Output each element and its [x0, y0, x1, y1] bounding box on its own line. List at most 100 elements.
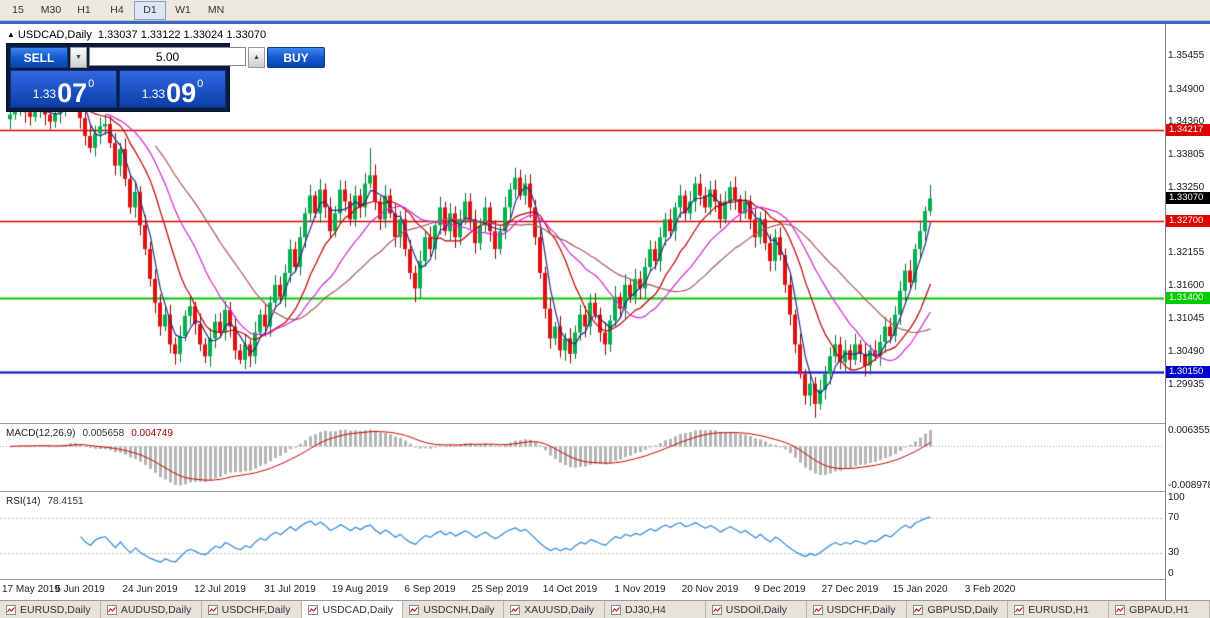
chart-thumbnail-icon [207, 604, 218, 615]
volume-increase-button[interactable]: ▲ [248, 47, 265, 68]
sell-price-pips: 07 [57, 78, 88, 109]
chart-thumbnail-icon [610, 604, 621, 615]
chart-tab-label: GBPAUD,H1 [1129, 603, 1190, 616]
date-axis-label: 6 Sep 2019 [404, 584, 456, 595]
chart-tab-gbpaud-h1[interactable]: GBPAUD,H1 [1109, 601, 1210, 618]
macd-axis-label: 0.006355 [1168, 425, 1210, 436]
chart-tab-label: USDCNH,Daily [423, 603, 495, 616]
chart-tab-eurusd-daily[interactable]: EURUSD,Daily [0, 601, 101, 618]
rsi-value: 78.4151 [47, 496, 84, 507]
rsi-axis-label: 100 [1168, 492, 1185, 503]
symbol-label: USDCAD,Daily [17, 29, 92, 41]
date-axis-label: 25 Sep 2019 [471, 584, 529, 595]
chart-thumbnail-icon [812, 604, 823, 615]
chart-tab-usdoil-daily[interactable]: USDOil,Daily [705, 601, 807, 618]
timeframe-button-m30[interactable]: M30 [40, 3, 62, 16]
hline-price-badge[interactable]: 1.32700 [1166, 214, 1210, 227]
rsi-name: RSI(14) [6, 496, 41, 507]
buy-price-pips: 09 [166, 78, 197, 109]
macd-name: MACD(12,26,9) [6, 428, 76, 439]
date-axis-label: 24 Jun 2019 [122, 584, 178, 595]
pane-resize-handle[interactable] [0, 423, 1210, 424]
volume-decrease-button[interactable]: ▼ [70, 47, 87, 68]
chevron-down-icon: ▼ [75, 54, 82, 61]
date-axis-label: 27 Dec 2019 [821, 584, 879, 595]
date-axis-label: 5 Jun 2019 [55, 584, 105, 595]
timeframe-toolbar: 15 M30 H1 H4 D1 W1 MN [0, 0, 1210, 21]
macd-main-value: 0.005658 [82, 428, 125, 439]
date-axis-label: 1 Nov 2019 [614, 584, 666, 595]
price-axis-label: 1.29935 [1168, 379, 1205, 391]
chart-tab-label: GBPUSD,Daily [927, 603, 999, 616]
timeframe-button-h1[interactable]: H1 [77, 3, 91, 16]
macd-indicator-label: MACD(12,26,9) 0.005658 0.004749 [6, 428, 173, 439]
rsi-axis-label: 70 [1168, 512, 1180, 524]
timeframe-button-w1[interactable]: W1 [175, 3, 191, 16]
chart-tab-usdchf-daily[interactable]: USDCHF,Daily [806, 601, 908, 618]
sell-button[interactable]: SELL [10, 47, 68, 68]
hline-price-badge[interactable]: 1.34217 [1166, 124, 1210, 137]
chart-thumbnail-icon [6, 604, 16, 615]
chart-tab-usdcad-daily[interactable]: USDCAD,Daily [302, 601, 404, 618]
timeframe-button-mn[interactable]: MN [207, 3, 225, 16]
chart-window: ▲ USDCAD,Daily 1.33037 1.33122 1.33024 1.3… [0, 21, 1210, 600]
rsi-axis-label: 30 [1168, 546, 1180, 558]
rsi-indicator-label: RSI(14) 78.4151 [6, 496, 84, 507]
chart-tab-label: EURUSD,H1 [1028, 603, 1089, 616]
chart-tab-label: USDCAD,Daily [322, 603, 394, 616]
current-price-badge: 1.33070 [1166, 192, 1210, 205]
timeframe-button-15[interactable]: 15 [12, 3, 24, 16]
date-axis-label: 12 Jul 2019 [194, 584, 246, 595]
rsi-axis-label: 0 [1168, 568, 1174, 579]
chart-tab-label: EURUSD,Daily [20, 603, 91, 616]
date-axis-label: 9 Dec 2019 [754, 584, 806, 595]
chart-tab-usdcnh-daily[interactable]: USDCNH,Daily [403, 601, 505, 618]
date-axis-label: 19 Aug 2019 [331, 584, 389, 595]
timeframe-button-h4[interactable]: H4 [110, 3, 124, 16]
price-axis-label: 1.33805 [1168, 148, 1205, 160]
price-axis[interactable]: 1.35455 1.34900 1.34360 1.33805 1.33250 1.327… [1165, 21, 1210, 600]
volume-input[interactable] [89, 47, 246, 66]
date-axis-label: 17 May 2019 [2, 584, 60, 595]
date-axis-label: 15 Jan 2020 [892, 584, 948, 595]
price-axis-label: 1.35455 [1168, 50, 1205, 62]
rsi-pane-canvas[interactable] [0, 492, 1164, 579]
chart-tab-dj30-h4[interactable]: DJ30,H4 [604, 601, 706, 618]
chart-thumbnail-icon [106, 604, 117, 615]
chart-thumbnail-icon [1115, 604, 1126, 615]
chevron-up-icon: ▲ [253, 54, 260, 61]
chart-tab-audusd-daily[interactable]: AUDUSD,Daily [100, 601, 202, 618]
date-axis-label: 31 Jul 2019 [264, 584, 316, 595]
chart-tab-xauusd-daily[interactable]: XAUUSD,Daily [504, 601, 605, 618]
chart-thumbnail-icon [711, 604, 722, 615]
price-axis-label: 1.30490 [1168, 346, 1205, 358]
chart-window-accent [0, 21, 1210, 24]
chart-tab-label: USDCHF,Daily [826, 603, 896, 616]
date-axis-label: 3 Feb 2020 [964, 584, 1016, 595]
macd-pane-canvas[interactable] [0, 424, 1164, 491]
sell-price-prefix: 1.33 [32, 87, 57, 101]
time-axis[interactable]: 17 May 2019 5 Jun 2019 24 Jun 2019 12 Jul 2… [0, 580, 1164, 600]
hline-price-badge[interactable]: 1.31400 [1166, 291, 1210, 304]
date-axis-label: 14 Oct 2019 [542, 584, 598, 595]
price-axis-label: 1.32155 [1168, 246, 1205, 258]
buy-price-display[interactable]: 1.33 09 0 [119, 70, 226, 108]
price-axis-label: 1.31600 [1168, 280, 1205, 292]
chart-tab-gbpusd-daily[interactable]: GBPUSD,Daily [907, 601, 1009, 618]
chart-tab-label: XAUUSD,Daily [524, 603, 595, 616]
chart-thumbnail-icon [510, 604, 521, 615]
chart-thumbnail-icon [913, 604, 924, 615]
timeframe-button-d1[interactable]: D1 [134, 0, 166, 20]
macd-axis-label: -0.008978 [1168, 480, 1210, 491]
price-axis-label: 1.34360 [1168, 115, 1205, 127]
price-axis-label: 1.31045 [1168, 313, 1205, 325]
pane-resize-handle[interactable] [0, 579, 1210, 580]
chart-thumbnail-icon [1014, 604, 1025, 615]
pane-resize-handle[interactable] [0, 491, 1210, 492]
chart-tab-label: DJ30,H4 [624, 603, 666, 616]
chart-tab-eurusd-h1[interactable]: EURUSD,H1 [1008, 601, 1110, 618]
sell-price-display[interactable]: 1.33 07 0 [10, 70, 117, 108]
hline-price-badge[interactable]: 1.30150 [1166, 366, 1210, 379]
buy-button[interactable]: BUY [267, 47, 325, 68]
chart-tab-usdchf-daily[interactable]: USDCHF,Daily [201, 601, 303, 618]
